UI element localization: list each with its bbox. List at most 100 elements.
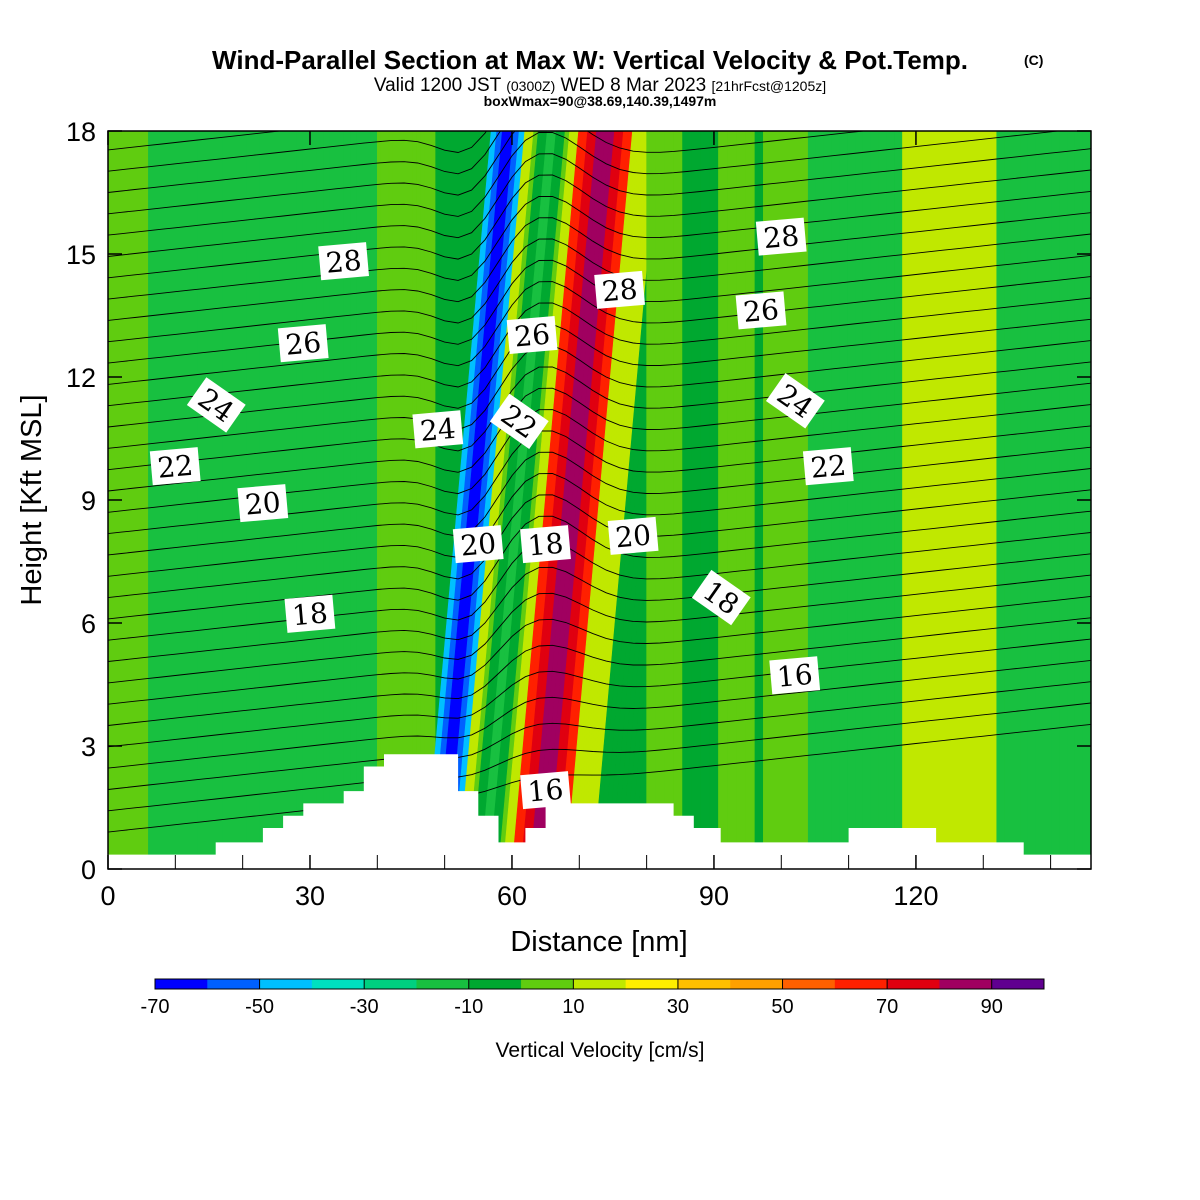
w-band-11 [980, 131, 990, 869]
theta-contour [108, 318, 1091, 428]
y-tick-label: 12 [66, 363, 96, 393]
w-band-2 [343, 131, 351, 869]
x-tick-label: 30 [295, 881, 325, 911]
theta-contour [108, 553, 1091, 662]
colorbar-tick-label: -10 [454, 996, 483, 1018]
theta-contour [108, 169, 1091, 279]
colorbar-tick-label: -50 [245, 996, 274, 1018]
w-band-12 [1051, 131, 1060, 869]
w-band-5 [507, 131, 579, 869]
contour-label-box [237, 484, 289, 523]
w-band-10 [831, 131, 840, 869]
contour-label-box [755, 217, 807, 256]
w-band-7 [565, 131, 636, 869]
contour-label-box [520, 525, 571, 564]
contour-label-text: 28 [762, 219, 800, 255]
w-band-2 [363, 131, 371, 869]
w-band-7 [579, 131, 649, 869]
subtitle-valid: Valid 1200 JST [374, 75, 502, 96]
w-band-1 [185, 131, 199, 869]
w-band-11 [957, 131, 966, 869]
contour-label: 22 [802, 447, 854, 486]
w-band-9 [673, 131, 683, 869]
w-band-4 [426, 131, 498, 869]
w-band-5 [484, 131, 557, 869]
w-band-12 [1027, 131, 1037, 869]
theta-contour [108, 148, 1091, 257]
w-band-4 [432, 131, 503, 869]
w-band-5 [502, 131, 575, 869]
w-band-4 [446, 131, 517, 869]
w-band-5 [480, 131, 552, 869]
theta-contour [108, 702, 1091, 812]
contour-label-text: 28 [324, 244, 362, 280]
subtitle-date: WED 8 Mar 2023 [561, 75, 707, 96]
contour-label-text: 26 [742, 293, 780, 329]
w-band-4 [429, 131, 500, 869]
colorbar-swatch [468, 979, 522, 989]
colorbar-swatch [259, 979, 313, 989]
w-band-11 [972, 131, 982, 869]
w-band-3 [388, 131, 394, 869]
y-axis-label: Height [Kft MSL] [16, 394, 48, 605]
w-band-6 [511, 131, 584, 869]
w-band-10 [823, 131, 833, 869]
colorbar-label: Vertical Velocity [cm/s] [496, 1039, 705, 1062]
w-band-9 [745, 131, 755, 869]
colorbar-tick-label: -70 [141, 996, 170, 1018]
contour-label-box [412, 410, 464, 449]
theta-contour [108, 510, 1091, 620]
colorbar-tick-label: 90 [981, 996, 1003, 1018]
w-band-10 [839, 131, 848, 869]
w-band-2 [323, 131, 331, 869]
w-band-11 [910, 131, 919, 869]
y-tick-label: 15 [66, 240, 96, 270]
contour-label-box [506, 315, 558, 355]
terrain [108, 754, 1091, 869]
contour-label-box [149, 447, 201, 486]
w-band-1 [160, 131, 174, 869]
y-tick-label: 0 [81, 855, 96, 885]
theta-contour [108, 532, 1091, 641]
contour-label: 28 [594, 270, 646, 309]
w-band-7 [572, 131, 642, 869]
w-band-1 [197, 131, 211, 869]
w-band-3 [416, 131, 421, 869]
theta-contour [108, 131, 1062, 236]
w-band-2 [356, 131, 365, 869]
contour-label-text: 16 [776, 658, 814, 694]
contour-label: 22 [149, 447, 201, 486]
contour-label: 26 [277, 324, 329, 363]
w-band-2 [309, 131, 318, 869]
w-band-4 [435, 131, 506, 869]
w-band-3 [396, 131, 402, 869]
w-band-9 [700, 131, 710, 869]
contour-label-text: 22 [156, 449, 194, 485]
w-band-2 [350, 131, 358, 869]
contour-label-box [607, 516, 659, 555]
chart-title: Wind-Parallel Section at Max W: Vertical… [212, 45, 968, 75]
w-band-5 [498, 131, 570, 869]
w-band-7 [581, 131, 651, 869]
colorbar-swatch [887, 979, 940, 989]
chart-title-mark: (C) [1024, 52, 1043, 68]
contour-label: 28 [755, 217, 807, 256]
w-band-9 [691, 131, 701, 869]
theta-contour [108, 297, 1091, 407]
colorbar-tick-label: 30 [667, 996, 689, 1018]
w-band-3 [380, 131, 386, 869]
colorbar-tick-label: -30 [350, 996, 379, 1018]
colorbar-swatch [207, 979, 261, 989]
contour-label-box [691, 569, 751, 626]
contour-label-text: 22 [809, 449, 847, 485]
contour-label-text: 16 [526, 773, 564, 809]
contour-label-text: 18 [526, 527, 564, 563]
w-band-3 [408, 131, 413, 869]
w-band-3 [400, 131, 406, 869]
contour-label-box [802, 447, 854, 486]
contour-label-box [452, 525, 504, 564]
w-band-11 [925, 131, 935, 869]
colorbar-swatch [625, 979, 679, 989]
contour-label-text: 28 [600, 272, 638, 308]
w-band-6 [534, 131, 606, 869]
